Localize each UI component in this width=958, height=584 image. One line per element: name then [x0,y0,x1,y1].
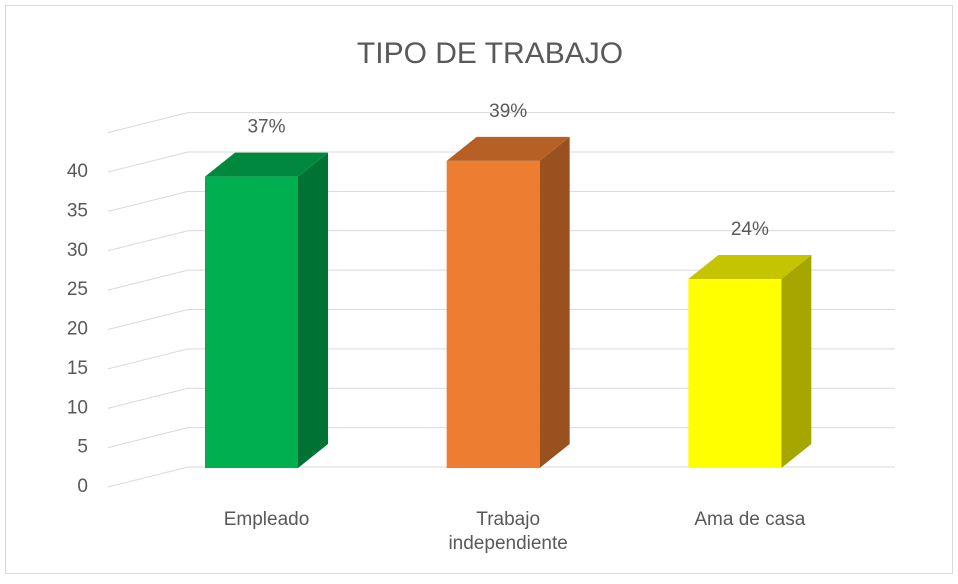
wall-edge [107,112,189,134]
bar-top [688,255,812,279]
grid-line [107,269,189,291]
bar [446,160,540,468]
bar-side [298,152,328,468]
y-tick-label: 0 [77,476,88,497]
y-tick-label: 30 [67,240,88,261]
y-tick-label: 15 [67,358,88,379]
grid-line [107,466,189,488]
y-tick-label: 20 [67,319,88,340]
bar-side [781,255,812,468]
grid-line [107,190,189,212]
chart-title: TIPO DE TRABAJO [357,37,623,70]
grid-line [107,309,189,330]
y-tick-label: 25 [67,279,88,300]
y-tick-label: 40 [67,161,88,182]
y-tick-label: 5 [77,437,88,458]
grid-line [107,427,189,449]
y-tick-label: 35 [67,200,88,221]
value-label: 24% [731,219,769,240]
bar-top [446,136,570,161]
grid-line [107,348,189,370]
x-tick-label: Empleado [223,509,310,530]
y-tick-label: 10 [67,397,88,418]
x-tick-label: Trabajo independiente [448,509,568,554]
value-label: 37% [247,117,285,138]
bar-top [205,152,328,177]
bar [205,176,298,468]
x-tick-label: Ama de casa [694,509,806,530]
bar-side [539,136,570,468]
bar [688,279,782,468]
grid-line [107,230,189,252]
value-label: 39% [489,101,527,122]
grid-line [107,387,189,409]
grid-line [107,151,189,173]
